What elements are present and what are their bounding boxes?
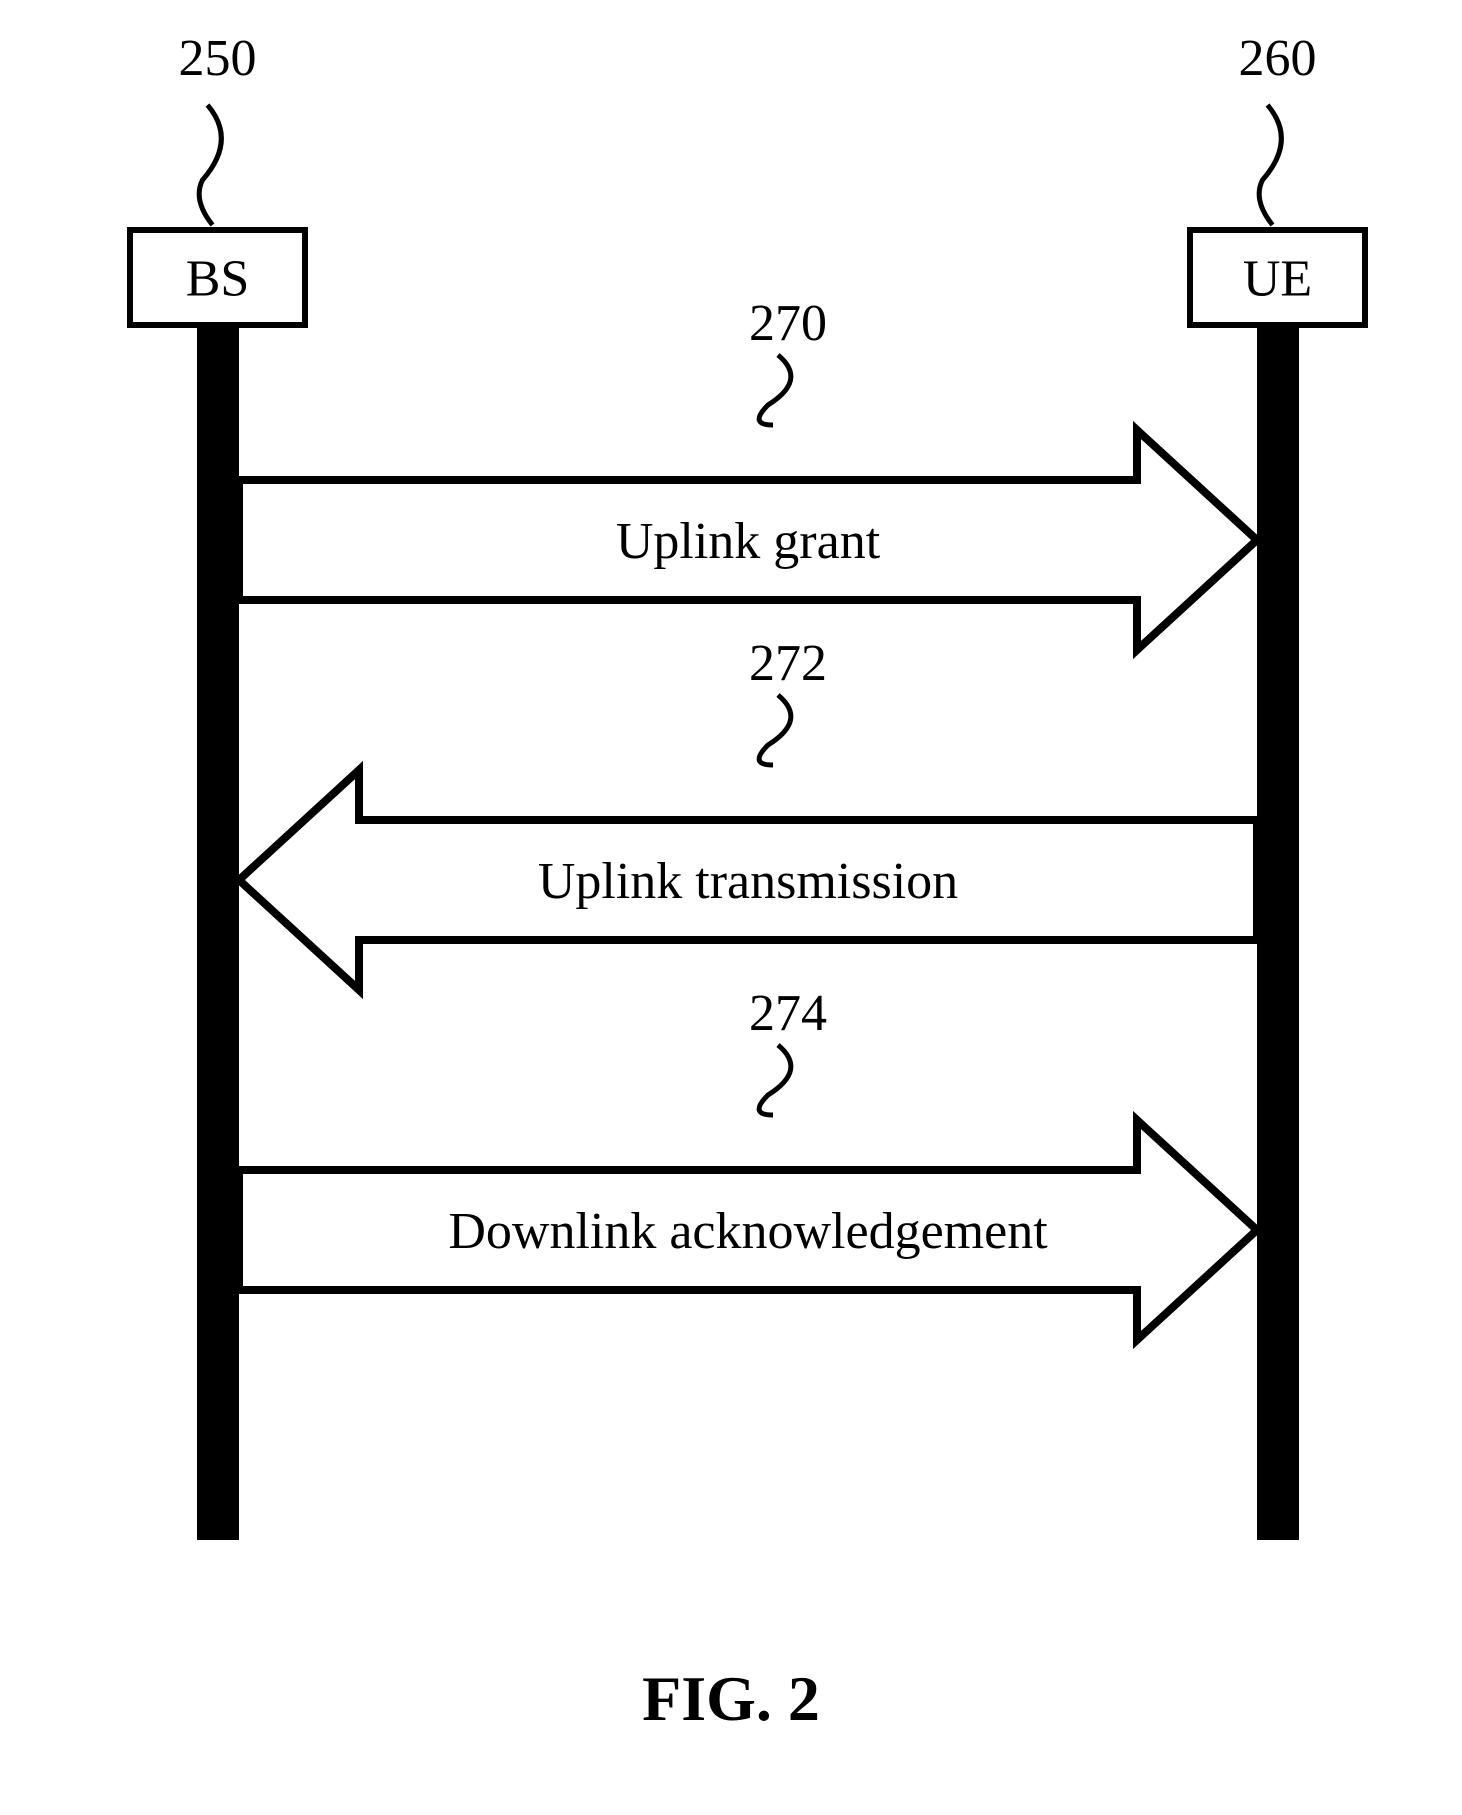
ue-label: UE [1243,251,1312,308]
arrow-0-label: Uplink grant [616,513,881,570]
bs-lifeline [197,325,239,1540]
arrow-2-label: Downlink acknowledgement [448,1203,1048,1260]
bs-ref-number: 250 [179,30,257,87]
figure-caption: FIG. 2 [642,1663,820,1734]
ue-lifeline [1257,325,1299,1540]
ue-ref-number: 260 [1239,30,1317,87]
diagram-container: 250 BS 260 UE Uplink grant 270 Uplink transmis… [0,0,1462,1815]
arrow-1-label: Uplink transmission [538,853,958,910]
arrow-2-ref: 274 [749,985,827,1042]
bs-label: BS [186,251,250,308]
arrow-1-ref: 272 [749,635,827,692]
arrow-0-ref: 270 [749,295,827,352]
sequence-diagram: 250 BS 260 UE Uplink grant 270 Uplink transmis… [0,0,1462,1815]
